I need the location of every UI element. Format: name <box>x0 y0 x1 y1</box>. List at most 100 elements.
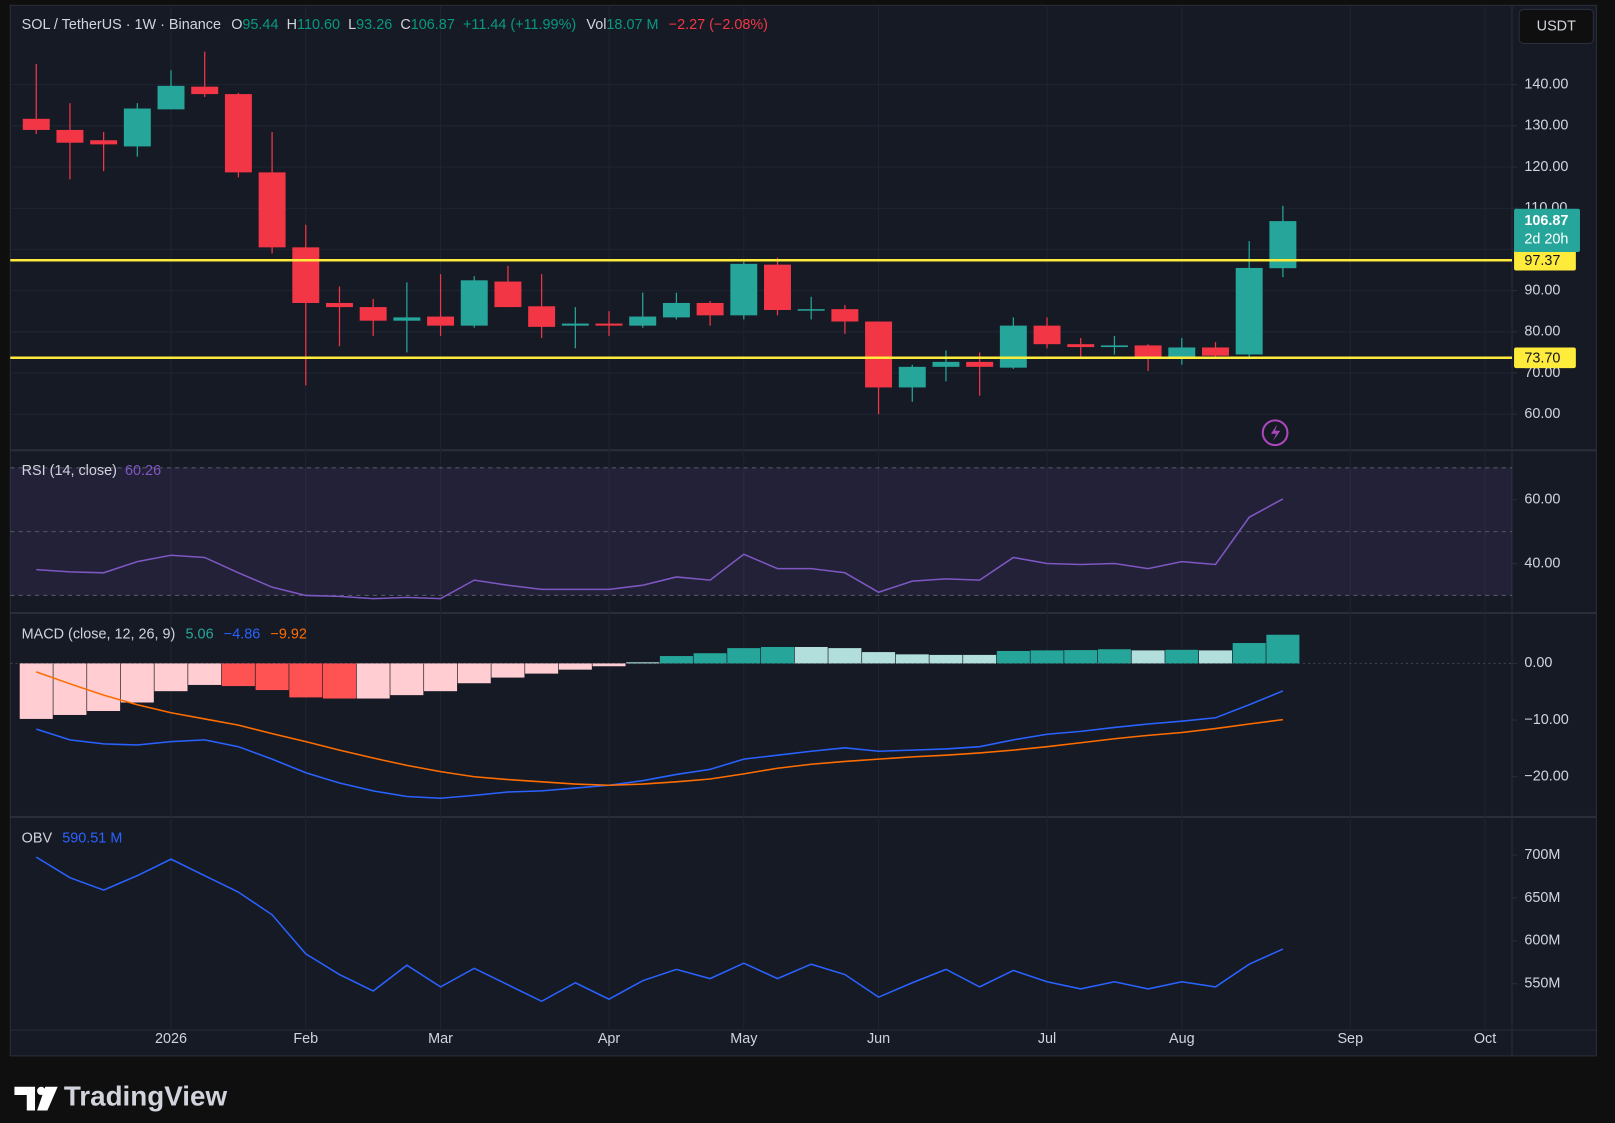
histogram-bar <box>1097 649 1131 664</box>
indicator-line <box>36 498 1284 600</box>
y-tick-label: 600M <box>1524 933 1560 949</box>
high-key: H <box>287 17 297 33</box>
y-tick-label: 140.00 <box>1524 76 1568 92</box>
histogram-bar <box>895 654 929 664</box>
candle-body <box>865 321 893 388</box>
symbol: SOL / TetherUS · 1W · Binance <box>22 17 221 33</box>
obv-legend: OBV 590.51 M <box>22 830 123 846</box>
macd-histogram-value: 5.06 <box>186 626 214 642</box>
histogram-bar <box>188 663 222 685</box>
open-value: 95.44 <box>242 17 278 33</box>
histogram-bar <box>996 650 1030 664</box>
candle-body <box>1168 347 1196 359</box>
y-tick-label: 80.00 <box>1524 324 1560 340</box>
histogram-bar <box>1198 650 1233 664</box>
candle-body <box>123 108 151 147</box>
candle-body <box>561 323 589 326</box>
histogram-bar <box>491 663 525 678</box>
macd-line <box>36 690 1284 800</box>
level-tag-label: 73.70 <box>1524 351 1560 367</box>
currency-button-label[interactable]: USDT <box>1537 19 1576 35</box>
y-tick-label: 90.00 <box>1524 282 1560 298</box>
histogram-bar <box>457 663 491 684</box>
candle-body <box>22 118 50 130</box>
candle-body <box>393 317 421 321</box>
histogram-bar <box>929 654 963 664</box>
change: +11.44 (+11.99%) <box>463 17 576 33</box>
histogram-bar <box>828 648 862 664</box>
candle-body <box>662 302 690 318</box>
histogram-bar <box>1266 634 1300 664</box>
x-tick-label: Feb <box>293 1031 318 1047</box>
candle-body <box>1235 267 1263 355</box>
open-key: O <box>231 17 242 33</box>
histogram-bar <box>289 663 323 698</box>
x-tick-label: 2026 <box>155 1031 187 1047</box>
histogram-bar <box>154 663 188 692</box>
alert-icon[interactable] <box>1261 419 1289 447</box>
histogram-bar <box>1131 650 1165 664</box>
high-value: 110.60 <box>297 17 340 33</box>
x-tick-label: Mar <box>428 1031 453 1047</box>
y-tick-label: −10.00 <box>1524 712 1568 728</box>
histogram-bar <box>390 663 424 696</box>
candle-body <box>932 361 960 367</box>
indicator-line <box>35 856 1284 1003</box>
x-tick-label: Jul <box>1038 1031 1056 1047</box>
brand-name: TradingView <box>64 1080 228 1111</box>
level-tag <box>1514 347 1576 369</box>
histogram-bar <box>794 646 828 664</box>
candle-body <box>90 140 118 145</box>
histogram-bar <box>592 663 626 667</box>
y-tick-label: 60.00 <box>1524 492 1560 508</box>
candle-body <box>528 306 556 327</box>
candle-body <box>1202 347 1229 356</box>
candle-body <box>764 264 791 310</box>
histogram-bar <box>87 663 121 712</box>
countdown-label: 2d 20h <box>1524 231 1568 247</box>
x-tick-label: Apr <box>598 1031 621 1047</box>
marks <box>10 51 1513 1003</box>
alert-icon-bolt <box>1270 424 1281 441</box>
histogram-bar <box>424 663 458 692</box>
candle-body <box>595 323 623 326</box>
candle-body <box>1067 344 1095 348</box>
candle-body <box>191 86 219 95</box>
currency-button[interactable] <box>1518 8 1594 44</box>
candle-body <box>494 281 522 308</box>
low-key: L <box>348 17 356 33</box>
candle-body <box>898 366 926 388</box>
histogram-bar <box>255 663 289 691</box>
candle-body <box>831 309 859 322</box>
y-tick-label: 120.00 <box>1524 159 1568 175</box>
volume-change: −2.27 (−2.08%) <box>669 17 768 33</box>
histogram-bar <box>1165 649 1199 664</box>
histogram-bar <box>120 663 154 703</box>
candle-body <box>359 307 387 321</box>
x-tick-label: May <box>730 1031 758 1047</box>
histogram-bar <box>760 646 795 664</box>
x-tick-label: Jun <box>867 1031 890 1047</box>
candle-body <box>696 302 724 316</box>
y-tick-label: 650M <box>1524 890 1560 906</box>
candle-body <box>56 129 84 143</box>
macd-legend: MACD (close, 12, 26, 9) 5.06 −4.86 −9.92 <box>22 626 307 642</box>
histogram-bar <box>1030 650 1064 664</box>
histogram-bar <box>727 648 761 664</box>
rsi-title: RSI (14, close) <box>22 463 117 479</box>
y-tick-label: −20.00 <box>1524 769 1568 785</box>
volume-key: Vol <box>586 17 606 33</box>
macd-line <box>35 671 1283 786</box>
y-tick-label: 60.00 <box>1524 406 1560 422</box>
y-tick-label: 550M <box>1524 976 1560 992</box>
candle-body <box>629 316 657 326</box>
x-tick-label: Oct <box>1474 1031 1496 1047</box>
histogram-bar <box>963 654 997 664</box>
close-key: C <box>400 17 410 33</box>
volume-value: 18.07 M <box>606 17 658 33</box>
x-tick-label: Aug <box>1169 1031 1195 1047</box>
histogram-bar <box>558 663 592 670</box>
histogram-bar <box>862 652 896 664</box>
y-tick-label: 0.00 <box>1524 655 1552 671</box>
